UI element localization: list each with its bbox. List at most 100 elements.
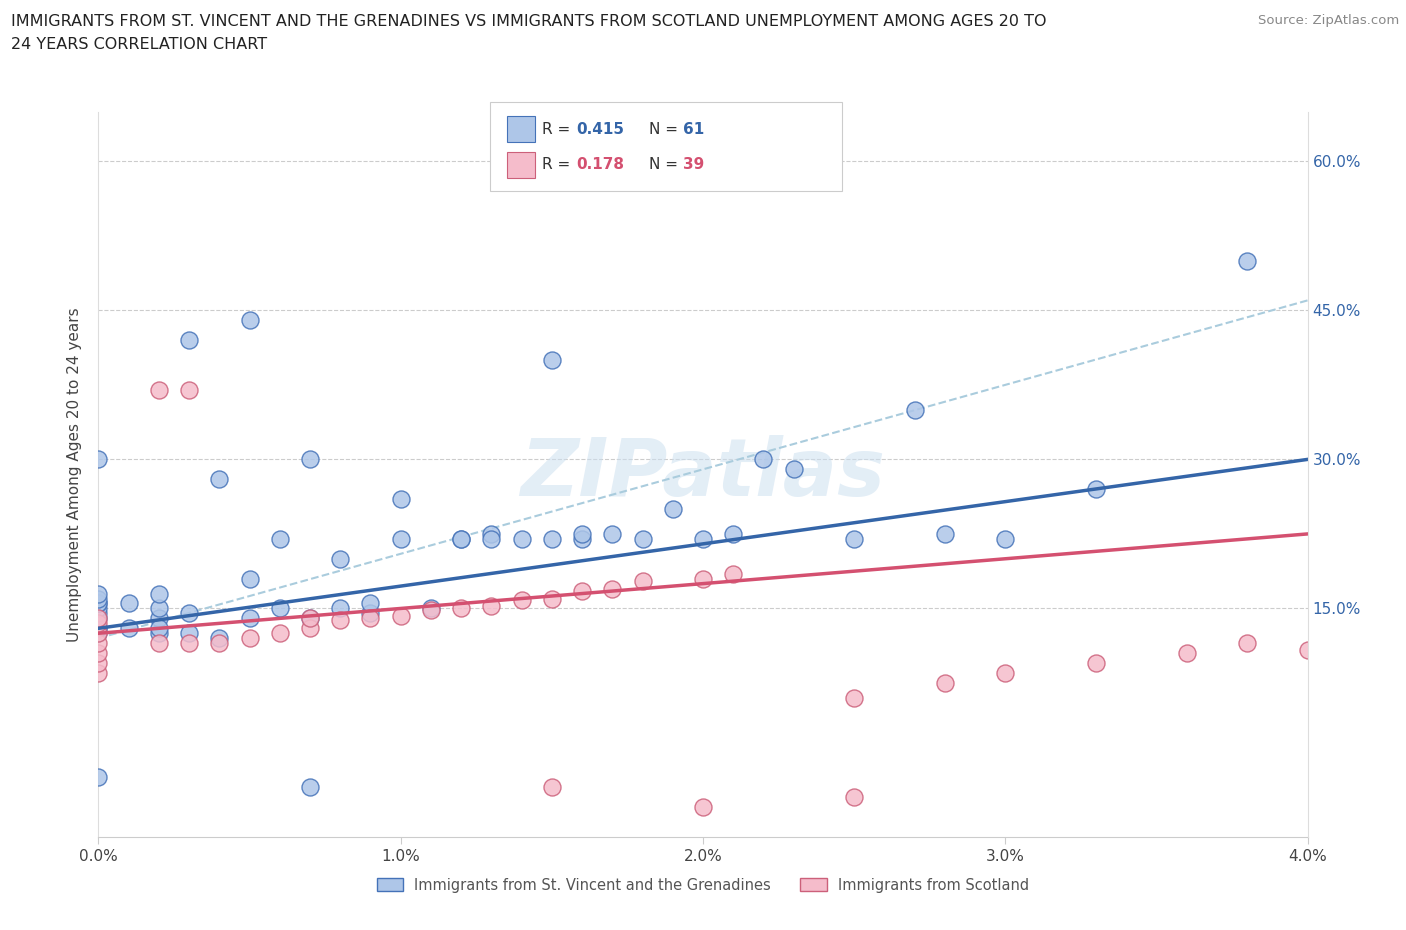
Point — [87, 626, 110, 641]
Point — [420, 601, 443, 616]
Point — [87, 452, 110, 467]
Text: 24 YEARS CORRELATION CHART: 24 YEARS CORRELATION CHART — [11, 37, 267, 52]
Point — [269, 531, 291, 546]
Point — [87, 586, 110, 601]
Point — [148, 601, 170, 616]
Text: N =: N = — [650, 122, 683, 137]
Point — [118, 621, 141, 636]
Text: 61: 61 — [683, 122, 704, 137]
Text: IMMIGRANTS FROM ST. VINCENT AND THE GRENADINES VS IMMIGRANTS FROM SCOTLAND UNEMP: IMMIGRANTS FROM ST. VINCENT AND THE GREN… — [11, 14, 1046, 29]
Point — [723, 526, 745, 541]
Point — [87, 621, 110, 636]
Point — [602, 581, 624, 596]
Point — [360, 611, 382, 626]
Text: 0.415: 0.415 — [576, 122, 624, 137]
Point — [87, 596, 110, 611]
Point — [571, 583, 593, 598]
Point — [1296, 643, 1319, 658]
Point — [692, 531, 714, 546]
Point — [481, 599, 503, 614]
Point — [87, 611, 110, 626]
Point — [329, 551, 352, 566]
Point — [87, 645, 110, 660]
Point — [934, 526, 956, 541]
Y-axis label: Unemployment Among Ages 20 to 24 years: Unemployment Among Ages 20 to 24 years — [67, 307, 83, 642]
Legend: Immigrants from St. Vincent and the Grenadines, Immigrants from Scotland: Immigrants from St. Vincent and the Gren… — [371, 872, 1035, 898]
Point — [450, 531, 472, 546]
Point — [87, 656, 110, 671]
Point — [148, 621, 170, 636]
Point — [87, 621, 110, 636]
Point — [87, 591, 110, 606]
Point — [87, 616, 110, 631]
Point — [844, 690, 866, 705]
Point — [510, 593, 533, 608]
Point — [148, 626, 170, 641]
Point — [481, 526, 503, 541]
Point — [631, 531, 654, 546]
Point — [239, 631, 262, 645]
Point — [481, 531, 503, 546]
Point — [994, 531, 1017, 546]
Point — [87, 770, 110, 785]
Point — [208, 472, 231, 486]
Point — [299, 452, 322, 467]
Point — [360, 596, 382, 611]
Point — [450, 601, 472, 616]
Point — [179, 333, 201, 348]
Point — [148, 611, 170, 626]
Point — [783, 462, 806, 477]
Point — [239, 611, 262, 626]
Text: Source: ZipAtlas.com: Source: ZipAtlas.com — [1258, 14, 1399, 27]
Point — [571, 531, 593, 546]
Point — [299, 780, 322, 795]
Point — [329, 613, 352, 628]
Point — [179, 626, 201, 641]
Point — [389, 492, 412, 507]
Text: N =: N = — [650, 157, 683, 172]
Point — [692, 800, 714, 815]
Point — [87, 626, 110, 641]
Text: 39: 39 — [683, 157, 704, 172]
Point — [208, 636, 231, 651]
Point — [87, 606, 110, 621]
Point — [389, 609, 412, 624]
Point — [179, 606, 201, 621]
Point — [994, 666, 1017, 681]
Point — [844, 531, 866, 546]
Point — [360, 606, 382, 621]
Point — [269, 601, 291, 616]
Point — [87, 596, 110, 611]
Point — [299, 611, 322, 626]
Point — [299, 611, 322, 626]
Point — [602, 526, 624, 541]
Point — [299, 621, 322, 636]
Point — [1085, 482, 1108, 497]
Point — [420, 603, 443, 618]
Point — [239, 571, 262, 586]
Point — [934, 675, 956, 690]
Point — [87, 666, 110, 681]
Point — [540, 780, 562, 795]
Point — [510, 531, 533, 546]
Point — [540, 591, 562, 606]
Point — [148, 382, 170, 397]
Point — [118, 596, 141, 611]
Point — [179, 382, 201, 397]
Point — [1175, 645, 1198, 660]
Text: 0.178: 0.178 — [576, 157, 624, 172]
Point — [389, 531, 412, 546]
Point — [1236, 253, 1258, 268]
Text: R =: R = — [543, 157, 575, 172]
Point — [269, 626, 291, 641]
Point — [87, 636, 110, 651]
Point — [571, 526, 593, 541]
Point — [179, 636, 201, 651]
Point — [723, 566, 745, 581]
Point — [844, 790, 866, 804]
Point — [904, 403, 927, 418]
Point — [631, 573, 654, 588]
Point — [661, 501, 683, 516]
Point — [329, 601, 352, 616]
Point — [692, 571, 714, 586]
